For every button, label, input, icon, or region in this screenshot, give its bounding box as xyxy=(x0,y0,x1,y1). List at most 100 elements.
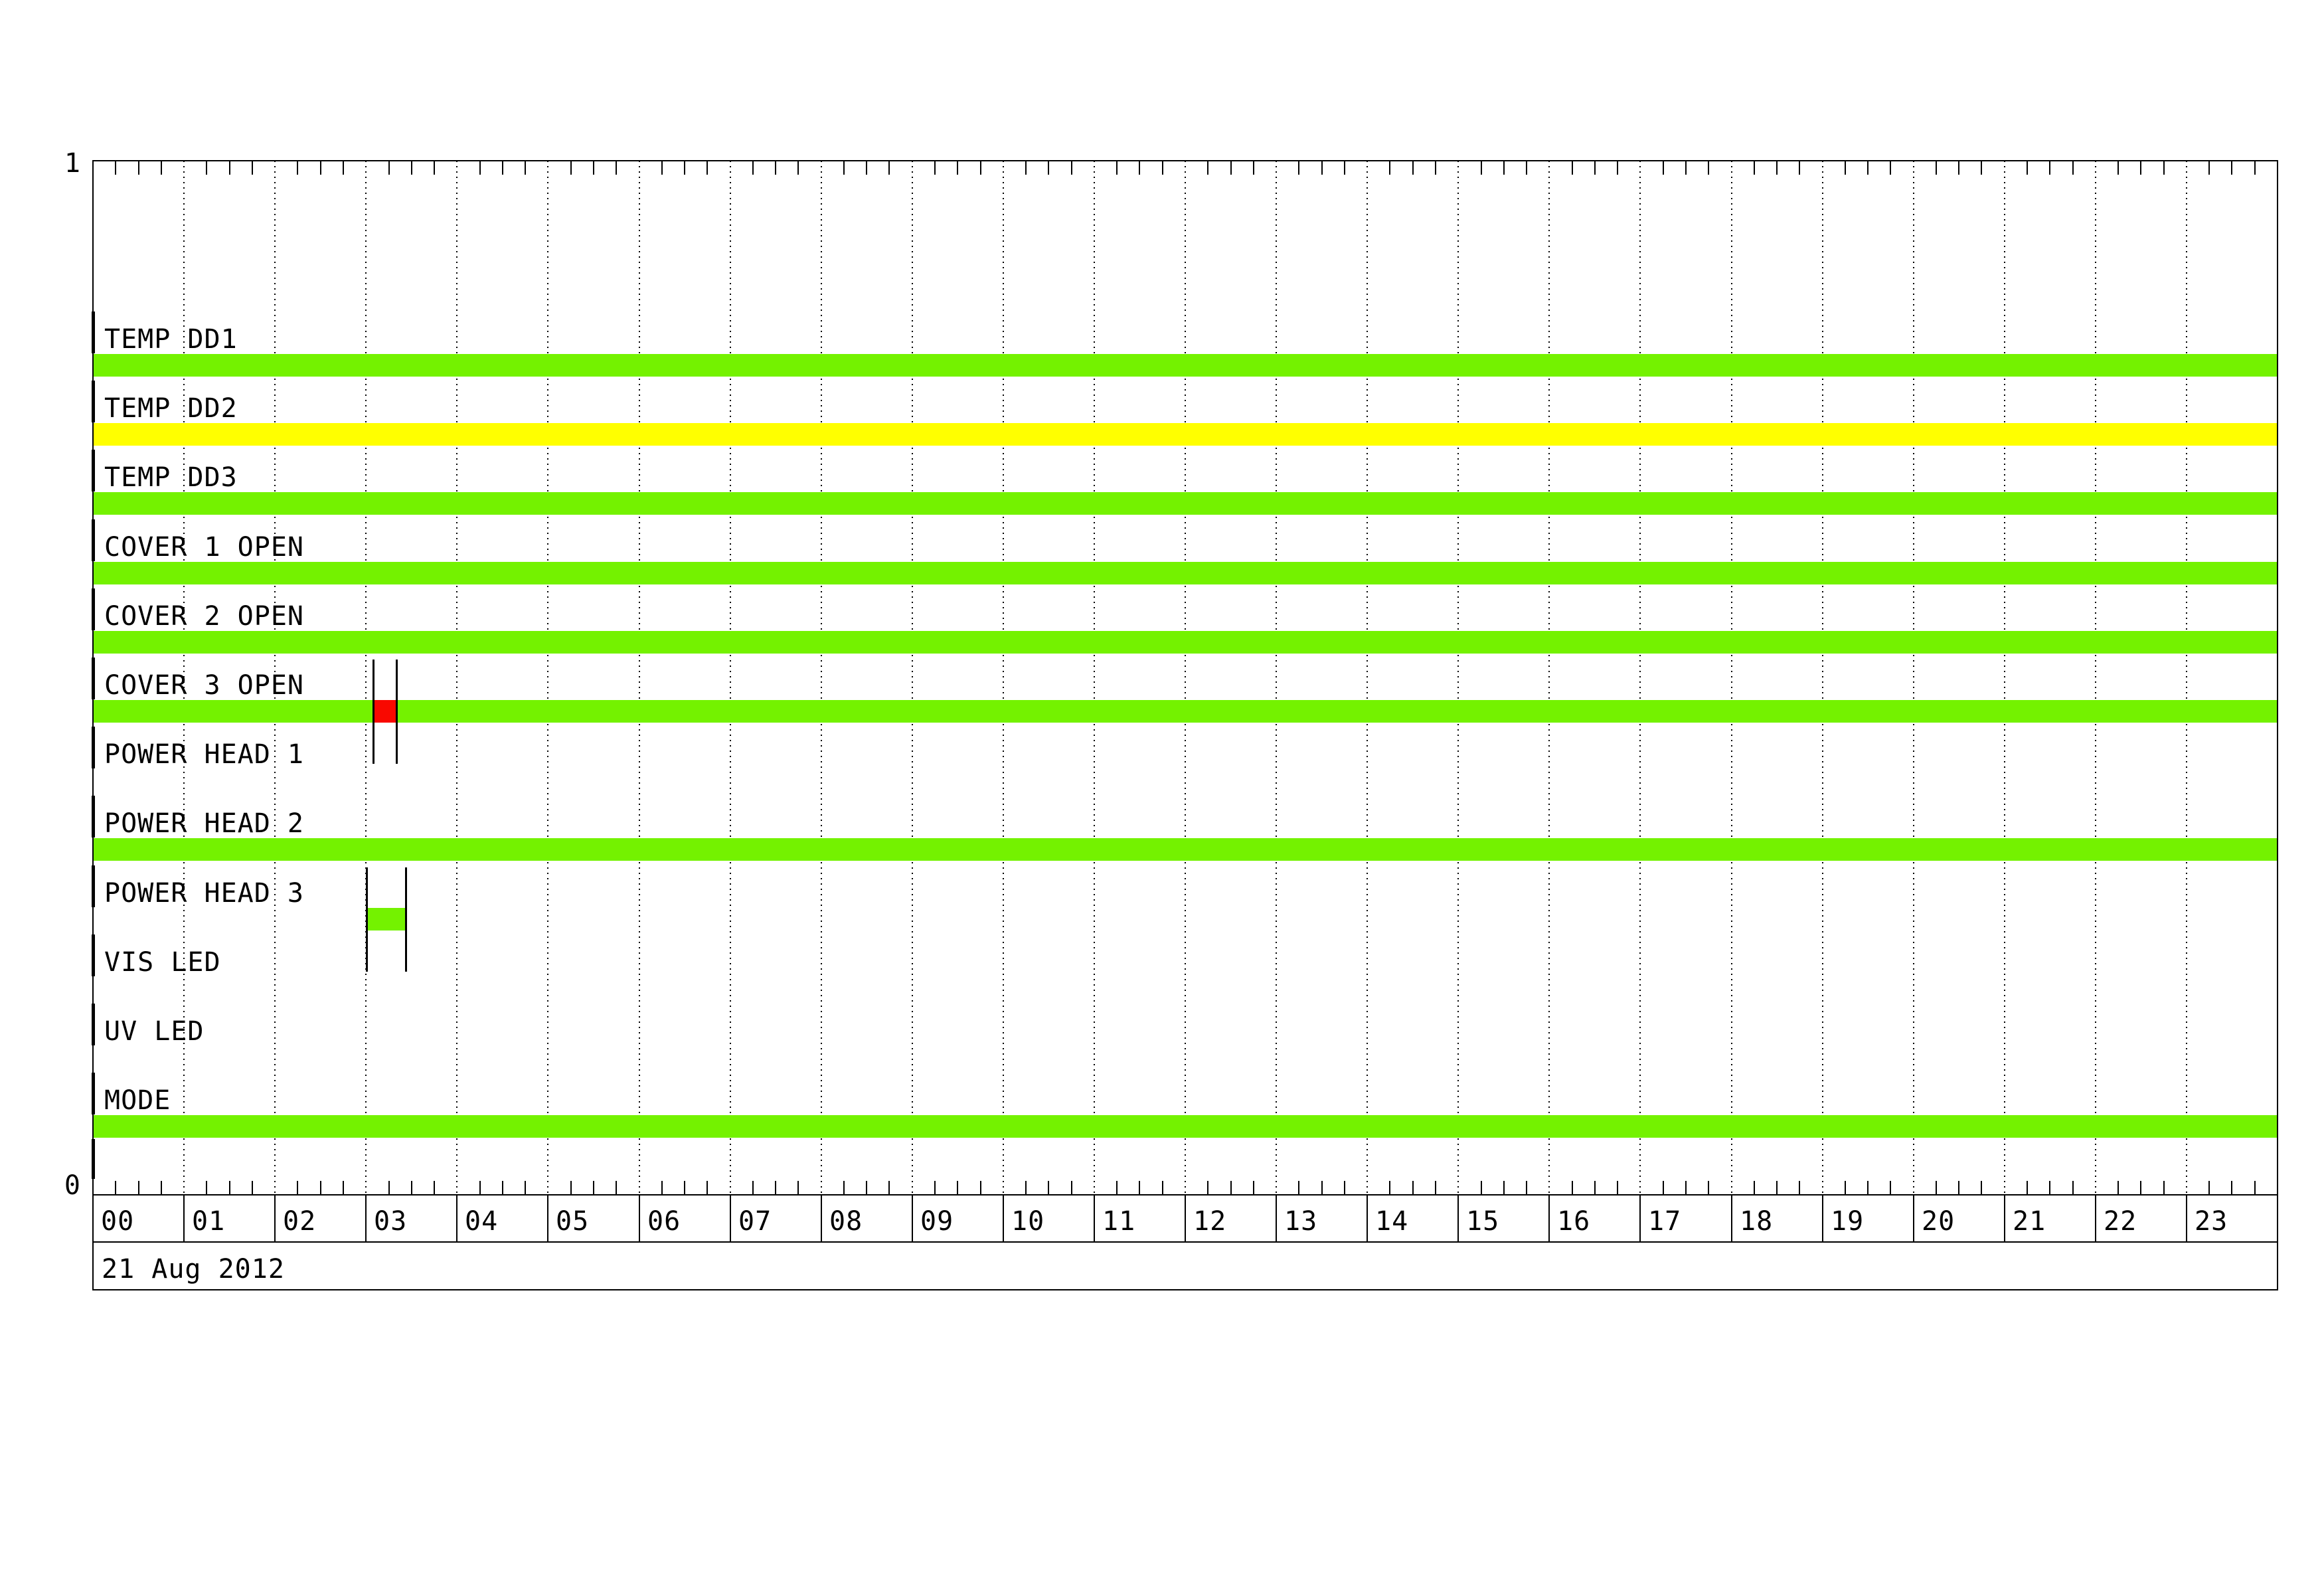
hour-cell-separator xyxy=(912,1195,913,1242)
minor-tick-bottom xyxy=(706,1181,708,1195)
minor-tick-bottom xyxy=(1071,1181,1072,1195)
minor-tick-top xyxy=(775,161,776,175)
hour-cell-separator xyxy=(639,1195,640,1242)
minor-tick-top xyxy=(2027,161,2028,175)
minor-tick-bottom xyxy=(161,1181,162,1195)
minor-tick-bottom xyxy=(1617,1181,1618,1195)
gridline-hour-09 xyxy=(912,161,913,1195)
minor-tick-top xyxy=(616,161,617,175)
minor-tick-top xyxy=(2208,161,2210,175)
date-label: 21 Aug 2012 xyxy=(102,1254,285,1284)
event-marker-line xyxy=(405,867,407,972)
minor-tick-bottom xyxy=(775,1181,776,1195)
minor-tick-bottom xyxy=(229,1181,230,1195)
minor-tick-top xyxy=(1071,161,1072,175)
gridline-hour-19 xyxy=(1822,161,1823,1195)
date-box-bottom-border xyxy=(92,1289,2278,1290)
hour-cell-separator xyxy=(1822,1195,1823,1242)
minor-tick-top xyxy=(2049,161,2050,175)
gridline-hour-13 xyxy=(1276,161,1277,1195)
minor-tick-bottom xyxy=(1663,1181,1664,1195)
minor-tick-top xyxy=(1708,161,1709,175)
minor-tick-bottom xyxy=(388,1181,390,1195)
minor-tick-bottom xyxy=(411,1181,412,1195)
row-label: POWER HEAD 3 xyxy=(104,878,304,909)
minor-tick-top xyxy=(1344,161,1345,175)
minor-tick-top xyxy=(1617,161,1618,175)
minor-tick-top xyxy=(525,161,526,175)
minor-tick-top xyxy=(2254,161,2256,175)
minor-tick-top xyxy=(843,161,845,175)
hour-cell-label: 12 xyxy=(1193,1206,1227,1237)
hour-cell-label: 03 xyxy=(374,1206,408,1237)
status-bar-segment xyxy=(93,354,2278,377)
minor-tick-bottom xyxy=(1890,1181,1891,1195)
hour-cell-separator xyxy=(821,1195,822,1242)
minor-tick-bottom xyxy=(843,1181,845,1195)
minor-tick-bottom xyxy=(1776,1181,1778,1195)
minor-tick-top xyxy=(1799,161,1800,175)
hour-cell-separator xyxy=(456,1195,457,1242)
minor-tick-top xyxy=(1116,161,1118,175)
gridline-hour-23 xyxy=(2186,161,2187,1195)
minor-tick-bottom xyxy=(1936,1181,1937,1195)
minor-tick-top xyxy=(2140,161,2141,175)
hour-cell-label: 19 xyxy=(1831,1206,1865,1237)
hour-cell-label: 10 xyxy=(1011,1206,1045,1237)
minor-tick-top xyxy=(570,161,572,175)
minor-tick-top xyxy=(1958,161,1959,175)
minor-tick-top xyxy=(1572,161,1573,175)
minor-tick-bottom xyxy=(1162,1181,1163,1195)
date-box-left-border xyxy=(92,1242,94,1289)
minor-tick-bottom xyxy=(1526,1181,1527,1195)
minor-tick-top xyxy=(1481,161,1482,175)
status-bar-segment xyxy=(93,492,2278,515)
gridline-hour-07 xyxy=(730,161,731,1195)
minor-tick-bottom xyxy=(2163,1181,2165,1195)
gridline-hour-18 xyxy=(1731,161,1732,1195)
status-bar-segment xyxy=(93,631,2278,654)
gridline-hour-16 xyxy=(1548,161,1550,1195)
minor-tick-bottom xyxy=(1389,1181,1390,1195)
gridline-hour-10 xyxy=(1003,161,1004,1195)
minor-tick-top xyxy=(1867,161,1868,175)
hour-cell-label: 11 xyxy=(1102,1206,1136,1237)
hour-cell-label: 15 xyxy=(1466,1206,1500,1237)
hour-cell-label: 16 xyxy=(1557,1206,1591,1237)
hour-cell-separator xyxy=(183,1195,185,1242)
minor-tick-bottom xyxy=(1754,1181,1755,1195)
minor-tick-bottom xyxy=(1799,1181,1800,1195)
minor-tick-top xyxy=(1321,161,1323,175)
hour-cell-label: 23 xyxy=(2195,1206,2228,1237)
hour-cell-label: 09 xyxy=(920,1206,954,1237)
minor-tick-bottom xyxy=(2072,1181,2074,1195)
minor-tick-bottom xyxy=(1981,1181,1982,1195)
minor-tick-top xyxy=(706,161,708,175)
minor-tick-top xyxy=(479,161,481,175)
minor-tick-bottom xyxy=(957,1181,958,1195)
minor-tick-top xyxy=(161,161,162,175)
minor-tick-bottom xyxy=(1048,1181,1049,1195)
minor-tick-bottom xyxy=(297,1181,298,1195)
hour-cell-separator xyxy=(1913,1195,1914,1242)
minor-tick-bottom xyxy=(684,1181,685,1195)
minor-tick-top xyxy=(1298,161,1299,175)
gridline-hour-15 xyxy=(1457,161,1459,1195)
event-marker-line xyxy=(396,660,398,764)
row-label: POWER HEAD 1 xyxy=(104,739,304,770)
minor-tick-bottom xyxy=(434,1181,435,1195)
minor-tick-bottom xyxy=(1685,1181,1687,1195)
date-box-right-border xyxy=(2277,1242,2278,1289)
gridline-hour-21 xyxy=(2004,161,2005,1195)
minor-tick-top xyxy=(797,161,799,175)
minor-tick-bottom xyxy=(1481,1181,1482,1195)
minor-tick-bottom xyxy=(1230,1181,1232,1195)
minor-tick-top xyxy=(434,161,435,175)
minor-tick-top xyxy=(2231,161,2232,175)
status-bar-segment xyxy=(93,1115,2278,1138)
hour-cell-separator xyxy=(1367,1195,1368,1242)
minor-tick-bottom xyxy=(1435,1181,1436,1195)
minor-tick-top xyxy=(957,161,958,175)
row-label: TEMP DD1 xyxy=(104,324,238,355)
